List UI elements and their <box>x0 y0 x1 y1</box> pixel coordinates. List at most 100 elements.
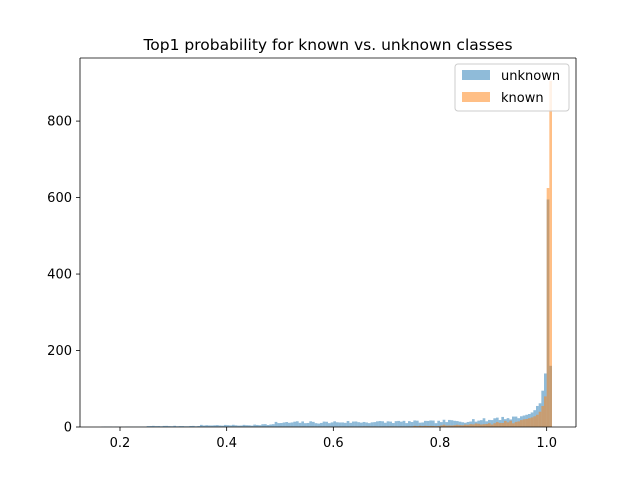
known-bar <box>464 424 467 427</box>
axes: 0.2 0.4 0.6 0.8 1.0 0 200 400 600 800 <box>47 57 577 451</box>
unknown-bar <box>472 419 475 427</box>
unknown-bar <box>224 424 227 427</box>
y-tick-label: 200 <box>47 344 72 359</box>
unknown-bar <box>384 422 387 427</box>
unknown-bar <box>336 422 339 427</box>
unknown-bar <box>232 424 235 427</box>
unknown-bar <box>237 425 240 427</box>
known-bar <box>437 425 440 427</box>
unknown-bar <box>277 423 280 427</box>
known-bar <box>448 425 451 427</box>
legend-label-unknown: unknown <box>501 69 560 84</box>
unknown-bar <box>333 421 336 427</box>
legend-label-known: known <box>501 91 544 106</box>
unknown-bar <box>365 422 368 427</box>
unknown-bar <box>197 425 200 427</box>
known-bar <box>496 422 499 427</box>
unknown-bar <box>210 425 214 427</box>
known-bar <box>426 425 430 427</box>
unknown-bar <box>456 421 459 427</box>
known-bar <box>530 417 534 427</box>
unknown-bar <box>245 425 248 427</box>
known-bar <box>528 418 531 427</box>
unknown-bar <box>448 419 451 427</box>
known-bar <box>474 423 478 427</box>
unknown-bar <box>480 420 483 427</box>
unknown-bar <box>432 420 435 427</box>
x-tick-label: 0.6 <box>323 436 344 451</box>
known-bar <box>514 421 518 427</box>
unknown-bar <box>200 424 203 427</box>
unknown-bar <box>288 422 291 427</box>
unknown-bar <box>240 425 243 427</box>
unknown-bar <box>304 423 307 427</box>
known-bar <box>413 425 416 427</box>
unknown-bar <box>397 420 400 427</box>
unknown-bar <box>266 425 270 427</box>
unknown-bar <box>512 416 515 427</box>
unknown-bar <box>256 424 259 427</box>
unknown-bar <box>381 421 384 427</box>
unknown-bar <box>285 422 288 427</box>
known-bar <box>541 405 544 427</box>
unknown-bar <box>442 419 446 427</box>
y-tick-label: 400 <box>47 268 72 283</box>
unknown-bar <box>221 425 224 427</box>
known-bar <box>549 80 552 427</box>
unknown-bar <box>341 422 344 427</box>
known-bar <box>533 416 536 427</box>
known-bar <box>517 421 520 427</box>
x-tick-label: 1.0 <box>536 436 557 451</box>
unknown-bar <box>325 421 328 427</box>
unknown-bar <box>392 423 395 427</box>
known-bar <box>520 420 523 427</box>
unknown-bar <box>410 422 414 427</box>
known-bar <box>546 188 550 427</box>
x-tick-label: 0.8 <box>430 436 451 451</box>
unknown-bar <box>405 423 408 427</box>
unknown-bar <box>205 425 208 427</box>
unknown-bar <box>434 423 438 427</box>
unknown-bar <box>426 420 430 427</box>
unknown-bar <box>157 426 160 427</box>
unknown-bar <box>208 425 211 427</box>
unknown-bar <box>320 422 323 427</box>
unknown-bar <box>258 425 262 427</box>
known-bar <box>501 422 504 427</box>
unknown-bar <box>293 421 296 427</box>
unknown-bar <box>312 421 315 427</box>
unknown-bar <box>301 421 304 427</box>
known-bar <box>504 420 507 427</box>
unknown-bar <box>178 426 182 427</box>
unknown-bar <box>322 421 326 427</box>
unknown-bar <box>168 426 171 427</box>
unknown-bar <box>352 421 355 427</box>
legend-swatch-known <box>462 92 490 102</box>
y-tick-label: 800 <box>47 115 72 130</box>
known-bar <box>450 425 454 427</box>
unknown-bar <box>482 418 486 427</box>
known-bar <box>442 424 446 427</box>
unknown-bar <box>290 422 294 427</box>
known-bar <box>512 423 515 427</box>
known-bar <box>522 419 526 427</box>
known-bar <box>418 425 422 427</box>
unknown-bar <box>226 425 230 427</box>
known-bar <box>488 423 491 427</box>
unknown-bar <box>458 421 462 427</box>
unknown-bar <box>357 422 360 427</box>
unknown-bar <box>354 421 358 427</box>
series-known-bars <box>216 80 552 427</box>
known-bar <box>461 425 464 427</box>
unknown-bar <box>189 425 192 427</box>
unknown-bar <box>490 420 494 427</box>
known-bar <box>445 425 448 427</box>
unknown-bar <box>282 422 286 427</box>
unknown-bar <box>162 425 166 427</box>
unknown-bar <box>368 423 371 427</box>
known-bar <box>432 426 435 427</box>
known-bar <box>469 424 472 427</box>
unknown-bar <box>280 423 283 427</box>
unknown-bar <box>269 424 272 427</box>
